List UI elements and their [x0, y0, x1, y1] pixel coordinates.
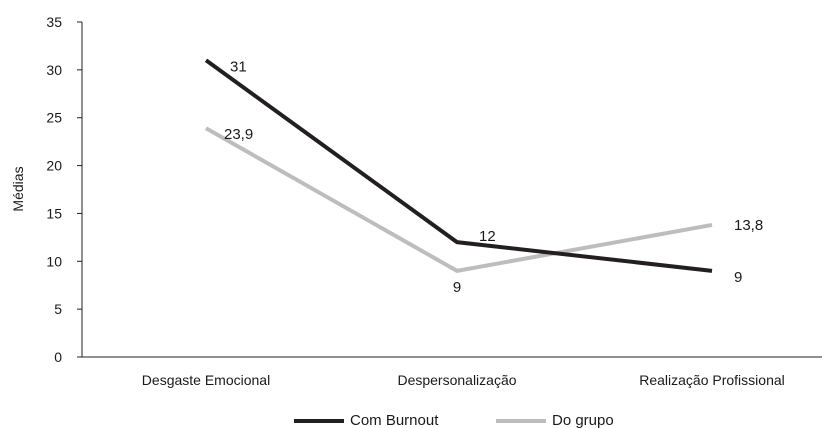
y-tick-label: 15	[46, 205, 62, 221]
y-tick-label: 35	[46, 14, 62, 30]
x-ticks: Desgaste Emocional Despersonalização Reali…	[142, 372, 785, 388]
legend-label: Do grupo	[552, 412, 614, 428]
y-tick-label: 0	[54, 349, 62, 365]
series-line	[204, 58, 713, 273]
y-axis-label: Médias	[10, 166, 26, 211]
axes	[81, 22, 822, 358]
series-line	[205, 126, 713, 273]
legend-item: Com Burnout	[294, 412, 439, 428]
series-0: 31 12 9	[204, 58, 742, 286]
legend-label: Com Burnout	[350, 412, 439, 428]
series-1: 23,9 9 13,8	[205, 126, 763, 296]
legend-item: Do grupo	[496, 412, 614, 428]
y-tick-label: 10	[46, 253, 62, 269]
series-group: 23,9 9 13,8 31 12 9	[204, 58, 763, 296]
data-label: 31	[230, 58, 247, 75]
y-tick-label: 20	[46, 158, 62, 174]
x-tick-label: Despersonalização	[397, 372, 516, 388]
y-ticks: 0 5 10 15 20 25 30 35	[46, 14, 82, 365]
y-tick-label: 5	[54, 301, 62, 317]
data-label: 13,8	[734, 217, 763, 234]
x-tick-label: Desgaste Emocional	[142, 372, 270, 388]
legend: Com Burnout Do grupo	[294, 412, 614, 428]
y-tick-label: 25	[46, 110, 62, 126]
x-tick-label: Realização Profissional	[639, 372, 785, 388]
data-label: 9	[734, 269, 742, 286]
data-label: 12	[479, 228, 496, 245]
data-label: 9	[453, 279, 461, 296]
y-tick-label: 30	[46, 62, 62, 78]
data-label: 23,9	[224, 126, 253, 143]
